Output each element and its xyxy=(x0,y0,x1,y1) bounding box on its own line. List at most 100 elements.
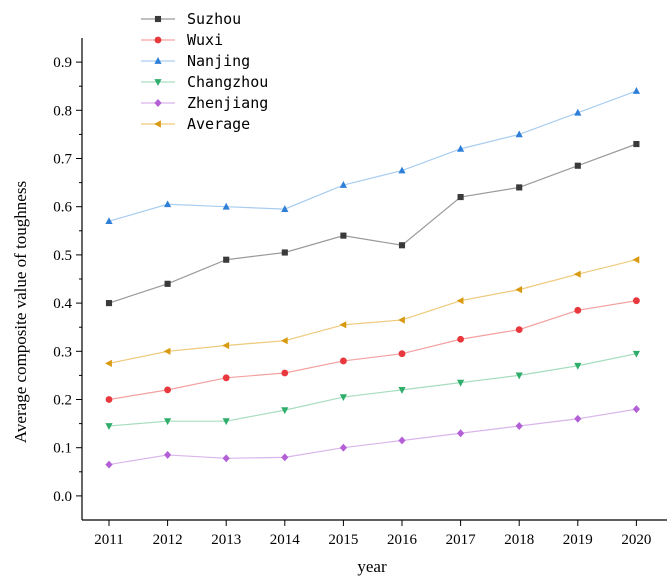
data-point-average xyxy=(163,347,171,355)
series-suzhou xyxy=(105,140,640,307)
legend: Suzhou Wuxi Nanjing Changzhou Zhenjiang Avera… xyxy=(141,10,268,133)
data-point-wuxi xyxy=(105,396,113,403)
data-point-nanjing xyxy=(574,108,582,116)
data-point-wuxi xyxy=(574,306,582,314)
data-point-suzhou xyxy=(457,194,464,201)
legend-marker-changzhou xyxy=(154,79,162,86)
data-point-average xyxy=(222,341,230,350)
data-point-zhenjiang xyxy=(515,422,523,430)
data-point-nanjing xyxy=(164,200,172,208)
y-tick-label: 0.4 xyxy=(53,296,72,312)
data-point-changzhou xyxy=(281,407,289,415)
x-tick-label: 2014 xyxy=(270,532,301,548)
data-point-zhenjiang xyxy=(398,436,406,445)
series-wuxi xyxy=(105,297,640,403)
y-tick-label: 0.7 xyxy=(53,152,72,168)
data-point-changzhou xyxy=(105,423,113,430)
series-line-average xyxy=(108,259,637,364)
legend-label-nanjing: Nanjing xyxy=(187,52,250,70)
data-point-suzhou xyxy=(633,140,640,148)
data-point-average xyxy=(105,359,112,367)
data-point-nanjing xyxy=(339,181,347,188)
data-point-suzhou xyxy=(105,300,113,307)
y-axis-title: Average composite value of toughness xyxy=(11,181,30,443)
data-point-changzhou xyxy=(515,372,523,380)
y-tick-label: 0.5 xyxy=(53,248,72,264)
data-point-wuxi xyxy=(281,369,289,377)
x-tick-label: 2020 xyxy=(621,532,651,548)
legend-item-zhenjiang: Zhenjiang xyxy=(141,94,268,112)
data-point-changzhou xyxy=(574,362,582,370)
data-point-zhenjiang xyxy=(457,429,465,438)
data-point-suzhou xyxy=(516,184,523,191)
data-point-zhenjiang xyxy=(632,405,640,414)
y-tick-label: 0.0 xyxy=(53,489,72,505)
y-tick-label: 0.3 xyxy=(53,344,72,360)
data-point-wuxi xyxy=(339,357,347,365)
series-nanjing xyxy=(105,87,640,225)
legend-item-wuxi: Wuxi xyxy=(141,31,223,49)
data-point-average xyxy=(398,316,405,324)
legend-label-suzhou: Suzhou xyxy=(187,10,241,28)
data-point-changzhou xyxy=(164,418,172,426)
x-tick-label: 2012 xyxy=(153,532,183,548)
data-point-nanjing xyxy=(105,217,113,225)
legend-item-suzhou: Suzhou xyxy=(141,10,241,28)
data-point-wuxi xyxy=(222,374,230,382)
series-line-changzhou xyxy=(108,353,637,427)
data-point-wuxi xyxy=(632,297,640,305)
series-zhenjiang xyxy=(105,405,640,469)
data-point-wuxi xyxy=(398,350,406,358)
x-tick-label: 2018 xyxy=(504,532,534,548)
data-point-changzhou xyxy=(339,394,347,402)
data-point-wuxi xyxy=(457,335,465,343)
data-point-nanjing xyxy=(515,130,523,138)
data-point-average xyxy=(280,337,288,345)
data-point-suzhou xyxy=(340,232,347,239)
legend-item-nanjing: Nanjing xyxy=(141,52,250,70)
data-point-nanjing xyxy=(398,166,406,174)
data-point-nanjing xyxy=(457,144,465,152)
data-point-zhenjiang xyxy=(281,453,289,462)
axes: 0.0 0.1 0.2 0.3 0.4 0.5 0.6 0.7 0.8 0.9 2011 2012 20… xyxy=(53,38,667,548)
y-tick-label: 0.2 xyxy=(53,393,72,409)
data-point-wuxi xyxy=(515,326,523,334)
data-point-suzhou xyxy=(223,256,230,263)
series-line-nanjing xyxy=(108,90,637,222)
legend-label-changzhou: Changzhou xyxy=(187,73,268,91)
series-layer xyxy=(105,87,640,469)
data-point-changzhou xyxy=(457,379,465,387)
x-axis-title: year xyxy=(357,557,387,576)
y-tick-label: 0.1 xyxy=(53,441,72,457)
series-changzhou xyxy=(105,350,640,430)
series-line-zhenjiang xyxy=(108,408,637,466)
x-tick-label: 2011 xyxy=(94,532,123,548)
x-tick-label: 2019 xyxy=(563,532,593,548)
legend-item-average: Average xyxy=(141,115,250,133)
data-point-average xyxy=(339,321,347,329)
data-point-average xyxy=(515,286,523,294)
data-point-zhenjiang xyxy=(339,443,347,452)
data-point-zhenjiang xyxy=(222,454,230,463)
data-point-suzhou xyxy=(398,242,406,249)
legend-label-zhenjiang: Zhenjiang xyxy=(187,94,268,112)
data-point-average xyxy=(456,297,464,305)
y-tick-label: 0.6 xyxy=(53,200,72,216)
legend-label-wuxi: Wuxi xyxy=(187,31,223,49)
legend-item-changzhou: Changzhou xyxy=(141,73,268,91)
series-line-wuxi xyxy=(108,300,637,401)
y-tick-label: 0.9 xyxy=(53,55,72,71)
data-point-suzhou xyxy=(164,280,171,287)
data-point-wuxi xyxy=(164,386,172,394)
legend-marker-suzhou xyxy=(154,15,162,23)
x-tick-label: 2015 xyxy=(328,532,358,548)
legend-marker-average xyxy=(154,120,161,128)
data-point-zhenjiang xyxy=(105,460,113,469)
data-point-suzhou xyxy=(574,162,581,169)
data-point-suzhou xyxy=(281,249,288,256)
x-tick-label: 2016 xyxy=(387,532,418,548)
x-tick-label: 2017 xyxy=(446,532,477,548)
data-point-changzhou xyxy=(398,386,406,394)
